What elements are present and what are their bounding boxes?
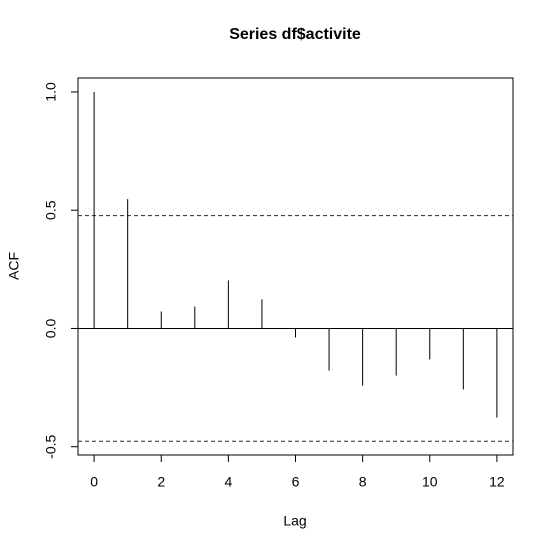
x-tick-label: 2 <box>157 474 165 490</box>
x-tick-label: 4 <box>224 474 232 490</box>
y-tick-label: 0.0 <box>43 319 59 339</box>
x-tick-label: 6 <box>292 474 300 490</box>
x-tick-label: 0 <box>90 474 98 490</box>
x-tick-label: 8 <box>359 474 367 490</box>
x-tick-label: 12 <box>489 474 505 490</box>
x-tick-label: 10 <box>422 474 438 490</box>
y-tick-label: 0.5 <box>43 200 59 220</box>
y-tick-label: 1.0 <box>43 82 59 102</box>
y-tick-label: -0.5 <box>43 434 59 458</box>
x-axis-label: Lag <box>283 513 306 529</box>
y-axis-label: ACF <box>6 252 22 280</box>
chart-title: Series df$activite <box>229 26 361 43</box>
